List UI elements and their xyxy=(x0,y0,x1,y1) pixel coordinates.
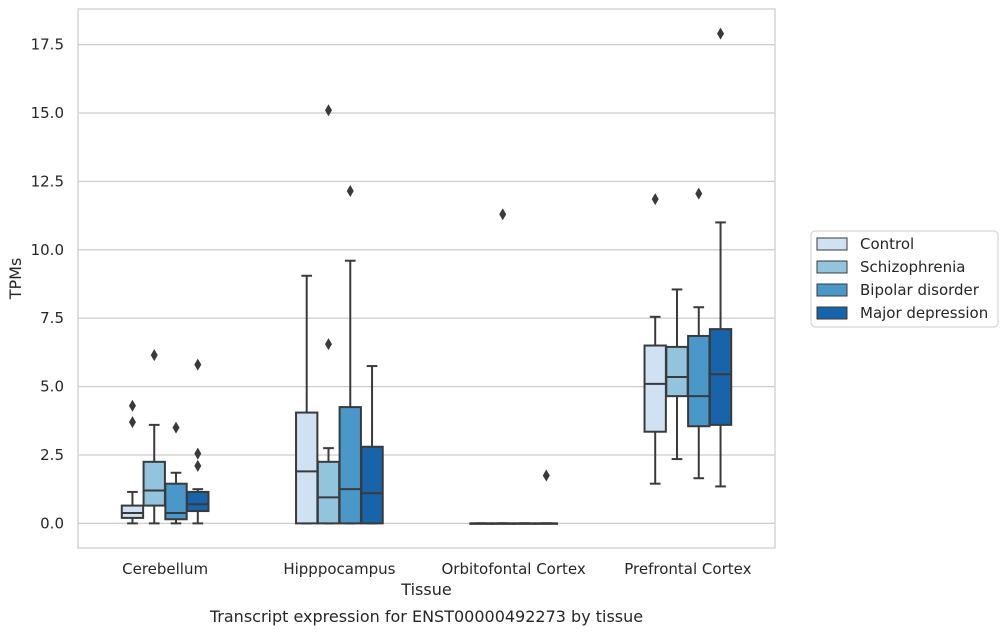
box-iqr xyxy=(186,490,210,513)
box-iqr xyxy=(120,504,145,519)
legend: Control Schizophrenia Bipolar disorder Majo… xyxy=(810,230,999,328)
box-bipolar-disorder xyxy=(164,421,188,525)
box-iqr xyxy=(316,460,341,525)
box-iqr xyxy=(665,345,689,398)
legend-swatch xyxy=(816,260,848,274)
x-tick-labels: Cerebellum Hipppocampus Orbitofontal Corte… xyxy=(122,560,751,578)
box-control xyxy=(469,522,493,525)
outlier-point xyxy=(128,399,136,412)
outlier-point xyxy=(346,184,354,197)
y-tick-label: 10.0 xyxy=(31,241,64,259)
outlier-point xyxy=(172,421,180,434)
y-tick-label: 5.0 xyxy=(40,378,64,396)
plot-background xyxy=(78,9,775,548)
box-iqr xyxy=(338,406,362,525)
outlier-point xyxy=(194,459,202,472)
legend-frame xyxy=(810,230,999,328)
outlier-point xyxy=(150,349,158,362)
y-axis-label: TPMs xyxy=(6,258,25,301)
y-tick-label: 7.5 xyxy=(40,309,64,327)
y-tick-label: 2.5 xyxy=(40,446,64,464)
legend-entry-label: Bipolar disorder xyxy=(860,281,980,299)
outlier-point xyxy=(717,27,725,40)
x-tick-label: Cerebellum xyxy=(122,560,208,578)
legend-swatch xyxy=(816,237,848,251)
outlier-point xyxy=(324,104,332,117)
y-tick-label: 0.0 xyxy=(40,514,64,532)
box-iqr xyxy=(708,328,733,426)
y-tick-label: 15.0 xyxy=(31,104,64,122)
y-tick-labels: 0.0 2.5 5.0 7.5 10.0 12.5 15.0 17.5 xyxy=(31,36,64,533)
x-tick-label: Orbitofontal Cortex xyxy=(442,560,586,578)
box-schizophrenia xyxy=(491,208,515,525)
legend-swatch xyxy=(816,306,848,320)
legend-entry-label: Schizophrenia xyxy=(860,258,965,276)
outlier-point xyxy=(695,187,703,200)
box-iqr xyxy=(643,344,667,433)
outlier-point xyxy=(194,358,202,371)
x-tick-label: Hipppocampus xyxy=(283,560,395,578)
chart-caption: Transcript expression for ENST0000049227… xyxy=(209,607,643,626)
box-major-depression xyxy=(708,27,733,488)
outlier-point xyxy=(499,208,507,221)
y-tick-label: 12.5 xyxy=(31,172,64,190)
outlier-point xyxy=(324,338,332,351)
box-iqr xyxy=(295,411,319,525)
box-major-depression xyxy=(360,365,384,525)
y-gridlines xyxy=(78,43,775,525)
legend-swatch xyxy=(816,283,848,297)
outlier-point xyxy=(128,416,136,429)
box-control xyxy=(120,399,145,525)
plot-frame xyxy=(77,8,776,549)
box-iqr xyxy=(142,460,166,507)
x-tick-label: Prefrontal Cortex xyxy=(624,560,751,578)
x-axis-label: Tissue xyxy=(400,580,451,599)
box-bipolar-disorder xyxy=(512,522,537,525)
outlier-point xyxy=(651,193,659,206)
outlier-point xyxy=(194,447,202,460)
box-major-depression xyxy=(186,358,210,525)
box-iqr xyxy=(360,445,384,525)
outlier-point xyxy=(542,469,550,482)
legend-entry-label: Major depression xyxy=(860,304,988,322)
y-tick-label: 17.5 xyxy=(31,36,64,54)
legend-entry-label: Control xyxy=(860,235,914,253)
box-series-group xyxy=(120,27,733,525)
box-iqr xyxy=(687,334,711,428)
box-major-depression xyxy=(534,469,558,525)
